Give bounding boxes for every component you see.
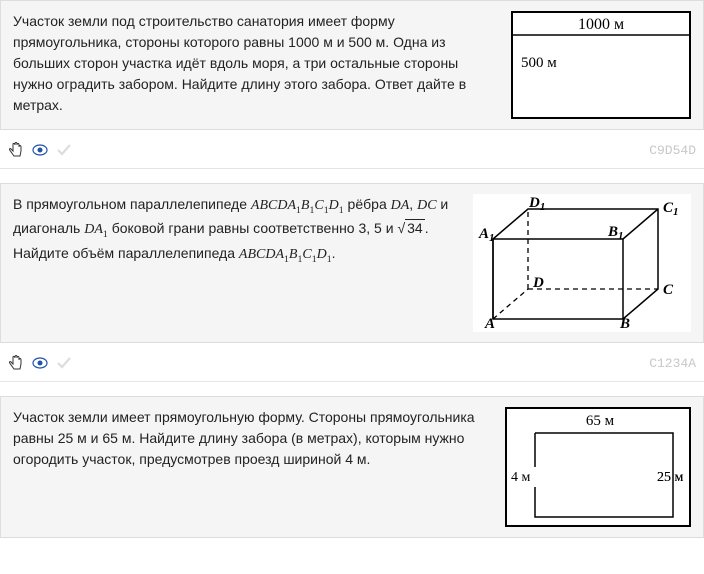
svg-text:B: B — [619, 316, 630, 332]
diagram-rect-gap: 65 м 4 м 25 м 25 м — [505, 407, 691, 527]
check-icon[interactable] — [56, 355, 72, 371]
problem-code: C1234A — [649, 356, 696, 371]
svg-text:D1: D1 — [528, 195, 545, 213]
cuboid-svg: A B C D A1 B1 C1 D1 — [473, 194, 691, 332]
svg-text:C1: C1 — [663, 200, 679, 218]
problem-card: Участок земли имеет прямоугольную форму.… — [0, 396, 704, 538]
left-label: 500 м — [521, 55, 557, 71]
card-footer: C1234A — [0, 351, 704, 382]
svg-text:C: C — [663, 282, 674, 298]
footer-icons — [8, 142, 72, 158]
footer-icons — [8, 355, 72, 371]
svg-text:B1: B1 — [607, 224, 624, 242]
top-label: 1000 м — [578, 16, 624, 33]
hand-icon[interactable] — [8, 142, 24, 158]
hand-icon[interactable] — [8, 355, 24, 371]
rect-diagram-svg: 1000 м 500 м — [511, 11, 691, 119]
problem-card: В прямоугольном параллелепипеде ABCDA1B1… — [0, 183, 704, 343]
rect-gap-svg: 65 м 4 м 25 м 25 м — [505, 407, 691, 527]
svg-text:D: D — [532, 275, 544, 291]
svg-text:4 м: 4 м — [511, 470, 531, 485]
problem-text: Участок земли под строительство санатори… — [13, 11, 501, 116]
problem-text: В прямоугольном параллелепипеде ABCDA1B1… — [13, 194, 463, 267]
check-icon[interactable] — [56, 142, 72, 158]
svg-text:65 м: 65 м — [586, 413, 615, 429]
eye-icon[interactable] — [32, 355, 48, 371]
problem-card: Участок земли под строительство санатори… — [0, 0, 704, 130]
diagram-cuboid: A B C D A1 B1 C1 D1 — [473, 194, 691, 332]
svg-text:A: A — [484, 316, 495, 332]
card-footer: C9D54D — [0, 138, 704, 169]
svg-text:25 м: 25 м — [657, 470, 684, 485]
svg-text:A1: A1 — [478, 226, 495, 244]
eye-icon[interactable] — [32, 142, 48, 158]
diagram-rect-1: 1000 м 500 м — [511, 11, 691, 119]
problem-code: C9D54D — [649, 143, 696, 158]
problem-text: Участок земли имеет прямоугольную форму.… — [13, 407, 495, 470]
